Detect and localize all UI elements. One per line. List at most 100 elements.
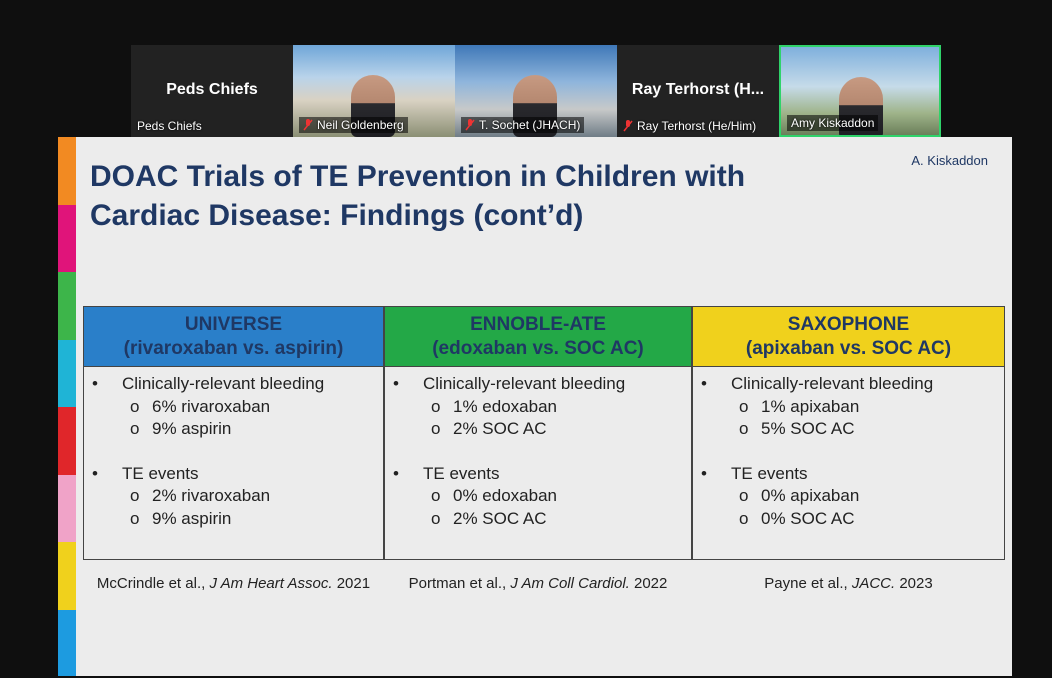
bullet-row: • Clinically-relevant bleeding — [385, 373, 691, 396]
sub-bullet-row: o 1% apixaban — [693, 396, 1004, 419]
finding-item: 0% apixaban — [761, 486, 860, 505]
finding-item: 2% SOC AC — [453, 508, 547, 528]
sub-bullet-row: o 2% rivaroxaban — [84, 485, 383, 508]
table-column: SAXOPHONE (apixaban vs. SOC AC) • Clinicall… — [692, 306, 1005, 560]
sub-bullet: o — [130, 396, 140, 416]
slide-title: DOAC Trials of TE Prevention in Children… — [90, 157, 745, 235]
finding-item: 9% aspirin — [152, 508, 232, 528]
trial-name: ENNOBLE-ATE — [470, 314, 606, 335]
participant-label-text: Peds Chiefs — [137, 119, 202, 133]
sub-bullet-row: o 2% SOC AC — [385, 508, 691, 531]
column-header: SAXOPHONE (apixaban vs. SOC AC) — [693, 307, 1004, 367]
citation: McCrindle et al., J Am Heart Assoc. 2021 — [83, 575, 384, 592]
sub-bullet: o — [739, 419, 749, 438]
finding-item: 5% SOC AC — [761, 419, 855, 438]
sub-bullet-row: o 2% SOC AC — [385, 418, 691, 441]
sub-bullet-row: o 9% aspirin — [84, 508, 383, 531]
title-line: Cardiac Disease: Findings (cont’d) — [90, 199, 584, 232]
table-column: UNIVERSE (rivaroxaban vs. aspirin) • Clinic… — [83, 306, 384, 560]
citation-year: 2022 — [634, 575, 668, 592]
finding-section: • TE events o 0% edoxaban o 2% SOC AC — [385, 463, 691, 531]
sub-bullet-row: o 1% edoxaban — [385, 396, 691, 419]
bullet-row: • TE events — [385, 463, 691, 486]
trial-subtitle: (edoxaban vs. SOC AC) — [432, 338, 644, 359]
trial-subtitle: (rivaroxaban vs. aspirin) — [123, 338, 344, 359]
sub-bullet-row: o 6% rivaroxaban — [84, 396, 383, 419]
bullet-row: • TE events — [693, 463, 1004, 486]
bullet-row: • TE events — [84, 463, 383, 486]
finding-item: 6% rivaroxaban — [152, 396, 271, 416]
bullet: • — [92, 463, 98, 483]
finding-heading: Clinically-relevant bleeding — [423, 374, 626, 393]
participant-label: Neil Goldenberg — [299, 117, 408, 133]
column-body: • Clinically-relevant bleeding o 1% apixaba… — [693, 367, 1004, 530]
sub-bullet: o — [130, 508, 140, 528]
citation-journal: J Am Heart Assoc. — [209, 575, 333, 592]
citation: Portman et al., J Am Coll Cardiol. 2022 — [384, 575, 692, 592]
sub-bullet-row: o 9% aspirin — [84, 418, 383, 441]
sub-bullet-row: o 5% SOC AC — [693, 418, 1004, 441]
participant-label: Ray Terhorst (He/Him) — [623, 119, 756, 133]
participant-tile: T. Sochet (JHACH) — [455, 45, 617, 137]
bullet: • — [701, 374, 707, 393]
finding-heading: Clinically-relevant bleeding — [122, 374, 325, 393]
slide: DOAC Trials of TE Prevention in Children… — [58, 137, 1012, 676]
color-stripe — [58, 407, 76, 475]
finding-section: • TE events o 2% rivaroxaban o 9% aspirin — [84, 463, 383, 531]
title-line: DOAC Trials of TE Prevention in Children… — [90, 160, 746, 193]
finding-item: 9% aspirin — [152, 419, 232, 438]
bullet-row: • Clinically-relevant bleeding — [84, 373, 383, 396]
color-stripe — [58, 542, 76, 610]
participant-label-text: Amy Kiskaddon — [791, 116, 875, 130]
sub-bullet-row: o 0% SOC AC — [693, 508, 1004, 531]
muted-icon — [465, 119, 475, 131]
finding-heading: TE events — [122, 463, 199, 483]
sub-bullet: o — [130, 486, 140, 505]
finding-item: 0% SOC AC — [761, 508, 855, 528]
sub-bullet: o — [431, 419, 441, 438]
participant-label-text: Neil Goldenberg — [317, 118, 404, 132]
trial-name: SAXOPHONE — [787, 314, 910, 335]
participant-label: T. Sochet (JHACH) — [461, 117, 585, 133]
table-column: ENNOBLE-ATE (edoxaban vs. SOC AC) • Clinica… — [384, 306, 692, 560]
sub-bullet: o — [739, 486, 749, 505]
citation: Payne et al., JACC. 2023 — [692, 575, 1005, 592]
color-stripe — [58, 475, 76, 542]
sub-bullet: o — [130, 419, 140, 438]
finding-section: • Clinically-relevant bleeding o 6% rivarox… — [84, 373, 383, 441]
finding-heading: Clinically-relevant bleeding — [731, 374, 934, 393]
sub-bullet: o — [431, 396, 441, 416]
column-header: UNIVERSE (rivaroxaban vs. aspirin) — [84, 307, 383, 367]
sub-bullet-row: o 0% edoxaban — [385, 485, 691, 508]
muted-icon — [623, 120, 633, 132]
citation-year: 2023 — [899, 575, 933, 592]
participant-tile: Neil Goldenberg — [293, 45, 455, 137]
participant-name: Ray Terhorst (H... — [631, 81, 765, 98]
color-stripe — [58, 272, 76, 340]
bullet-row: • Clinically-relevant bleeding — [693, 373, 1004, 396]
author: A. Kiskaddon — [911, 153, 988, 168]
bullet: • — [393, 463, 399, 483]
participant-name: Peds Chiefs — [166, 81, 258, 98]
sub-bullet: o — [431, 508, 441, 528]
bullet: • — [701, 463, 707, 483]
color-stripe — [58, 340, 76, 407]
finding-item: 1% edoxaban — [453, 396, 557, 416]
finding-section: • Clinically-relevant bleeding o 1% edoxaba… — [385, 373, 691, 441]
sub-bullet-row: o 0% apixaban — [693, 485, 1004, 508]
sub-bullet: o — [431, 486, 441, 505]
participant-tile: Ray Terhorst (H... Ray Terhorst (He/Him) — [617, 45, 779, 137]
citation-authors: Portman et al., — [408, 575, 507, 592]
citation-journal: J Am Coll Cardiol. — [510, 575, 630, 592]
finding-heading: TE events — [731, 463, 808, 483]
participant-label: Amy Kiskaddon — [787, 115, 879, 131]
finding-item: 1% apixaban — [761, 396, 860, 416]
participant-tile: Peds Chiefs Peds Chiefs — [131, 45, 293, 137]
trial-name: UNIVERSE — [184, 314, 283, 335]
sub-bullet: o — [739, 396, 749, 416]
muted-icon — [303, 119, 313, 131]
color-stripe — [58, 137, 76, 205]
finding-section: • TE events o 0% apixaban o 0% SOC AC — [693, 463, 1004, 531]
participant-label-text: Ray Terhorst (He/Him) — [637, 119, 757, 133]
